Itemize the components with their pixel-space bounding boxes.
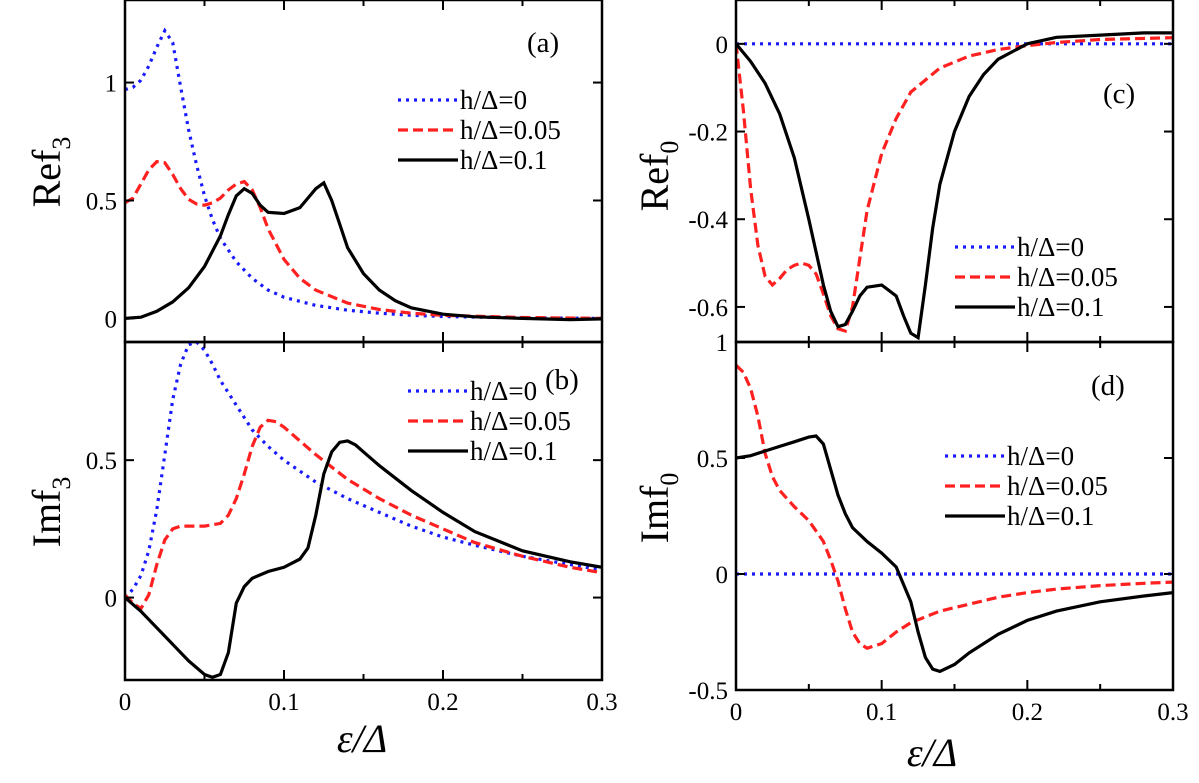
legend-label-d-1: h/Δ=0.05 (1007, 471, 1108, 501)
legend-label-a-0: h/Δ=0 (460, 85, 527, 115)
legend-d: h/Δ=0h/Δ=0.05h/Δ=0.1 (945, 441, 1108, 531)
legend-b: h/Δ=0h/Δ=0.05h/Δ=0.1 (408, 376, 571, 466)
legend-label-a-1: h/Δ=0.05 (460, 115, 561, 145)
series-line-a-1 (125, 159, 602, 320)
legend-label-b-1: h/Δ=0.05 (470, 406, 571, 436)
ylabel-sub-d: 0 (655, 473, 684, 486)
legend-label-c-2: h/Δ=0.1 (1017, 292, 1104, 322)
xtick-label-b-1: 0.1 (268, 689, 299, 716)
ylabel-main-d: Imf (632, 485, 677, 543)
series-line-b-2 (125, 439, 602, 679)
ytick-label-c-1: -0.2 (688, 120, 728, 147)
ylabel-sub-c: 0 (655, 141, 684, 154)
panel-label-a: (a) (527, 27, 559, 59)
panel-label-c: (c) (1103, 78, 1135, 110)
ytick-label-d-2: 0 (716, 562, 729, 589)
ylabel-sub-b: 3 (47, 477, 76, 490)
ytick-label-a-1: 0.5 (86, 188, 117, 215)
panel-label-d: (d) (1091, 370, 1125, 402)
legend-a: h/Δ=0h/Δ=0.05h/Δ=0.1 (398, 85, 561, 175)
series-line-d-2 (736, 434, 1173, 674)
legend-label-b-2: h/Δ=0.1 (470, 436, 557, 466)
ylabel-d: Imf0 (632, 473, 684, 544)
xlabel-1: ε/Δ (907, 730, 957, 775)
ylabel-sub-a: 3 (47, 137, 76, 150)
ytick-label-b-1: 0 (105, 586, 118, 613)
ylabel-c: Ref0 (632, 141, 684, 212)
series-line-c-2 (736, 31, 1173, 341)
ytick-label-d-3: -0.5 (688, 678, 728, 705)
legend-label-d-0: h/Δ=0 (1007, 441, 1074, 471)
xtick-label-d-3: 0.3 (1157, 699, 1188, 726)
series-line-a-0 (125, 27, 602, 320)
ytick-label-d-1: 0.5 (697, 446, 728, 473)
xtick-label-b-2: 0.2 (427, 689, 458, 716)
ytick-label-a-2: 0 (105, 306, 118, 333)
xtick-label-b-0: 0 (119, 689, 132, 716)
legend-label-c-0: h/Δ=0 (1017, 232, 1084, 262)
ytick-label-d-0: 1 (716, 330, 729, 357)
series-line-d-1 (736, 364, 1173, 650)
xtick-label-b-3: 0.3 (586, 689, 617, 716)
xtick-label-d-0: 0 (730, 699, 743, 726)
xtick-label-d-1: 0.1 (866, 699, 897, 726)
ytick-label-a-0: 1 (105, 71, 118, 98)
series-line-b-0 (125, 342, 602, 599)
series-line-c-1 (736, 36, 1173, 333)
legend-label-d-2: h/Δ=0.1 (1007, 501, 1094, 531)
ylabel-main-a: Ref (24, 149, 69, 207)
ytick-label-c-3: -0.6 (688, 295, 728, 322)
xtick-label-d-2: 0.2 (1012, 699, 1043, 726)
legend-label-a-2: h/Δ=0.1 (460, 145, 547, 175)
ylabel-main-b: Imf (24, 489, 69, 547)
ylabel-main-c: Ref (632, 153, 677, 211)
panel-label-b: (b) (545, 364, 579, 396)
legend-label-b-0: h/Δ=0 (470, 376, 537, 406)
panel-b: 0.500 0.1 0.2 0.3Imf3(b)h/Δ=0h/Δ=0.05h/Δ=0.… (24, 340, 618, 716)
ytick-label-c-2: -0.4 (688, 207, 728, 234)
xlabel-0: ε/Δ (337, 716, 387, 761)
series-line-b-1 (125, 418, 602, 611)
ylabel-a: Ref3 (24, 137, 76, 208)
ytick-label-c-0: 0 (716, 32, 729, 59)
series-line-a-2 (125, 180, 602, 322)
ytick-label-b-0: 0.5 (86, 448, 117, 475)
legend-label-c-1: h/Δ=0.05 (1017, 262, 1118, 292)
legend-c: h/Δ=0h/Δ=0.05h/Δ=0.1 (955, 232, 1118, 322)
panel-d: 10.50-0.50 0.1 0.2 0.3Imf0(d)h/Δ=0h/Δ=0.05h… (632, 330, 1189, 726)
ylabel-b: Imf3 (24, 477, 76, 548)
